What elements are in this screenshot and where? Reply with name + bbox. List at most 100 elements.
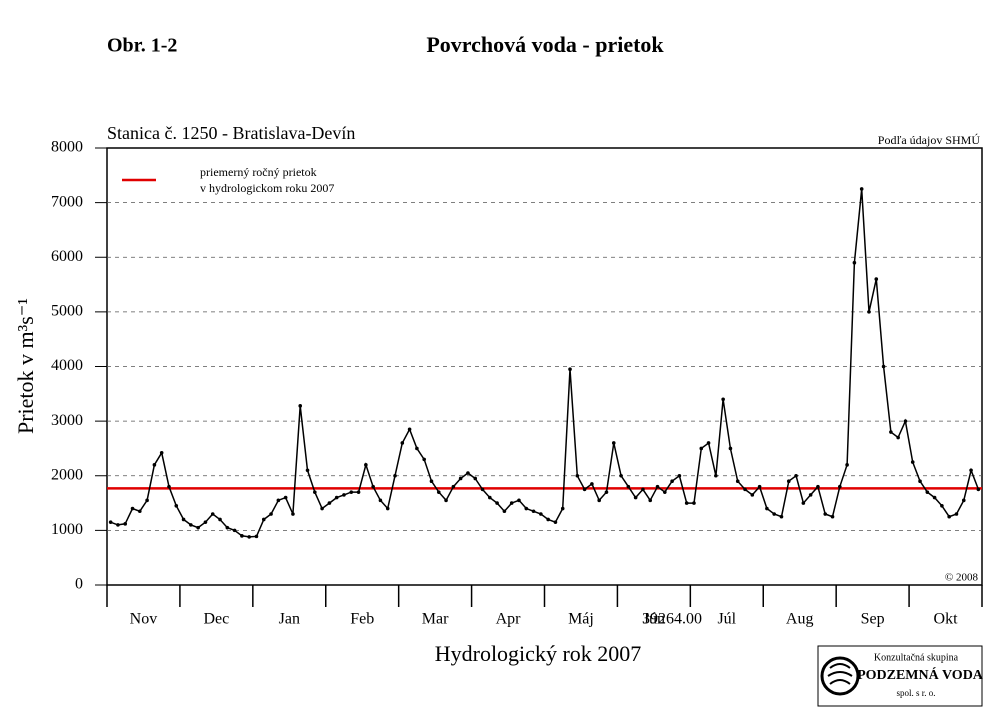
data-point: [910, 460, 915, 464]
data-point: [954, 512, 959, 516]
data-point: [342, 493, 346, 497]
data-point: [400, 441, 405, 445]
data-point: [364, 463, 368, 467]
data-point: [517, 498, 521, 503]
data-point: [743, 487, 747, 492]
data-point: [276, 498, 281, 503]
data-point: [261, 517, 266, 522]
y-tick-label: 3000: [51, 412, 83, 429]
data-point: [590, 482, 594, 486]
data-point: [699, 446, 704, 451]
data-point: [808, 493, 813, 497]
y-tick-label: 8000: [51, 139, 83, 156]
logo-text: spol. s r. o.: [896, 688, 935, 698]
data-point: [203, 520, 208, 524]
data-point: [633, 495, 638, 500]
chart-title: Povrchová voda - prietok: [426, 32, 664, 57]
annotation: 39264.00: [642, 611, 702, 628]
data-point: [320, 506, 324, 511]
logo-text: Konzultačná skupina: [874, 652, 959, 663]
x-axis-label: Hydrologický rok 2007: [435, 641, 642, 666]
data-point: [896, 435, 900, 440]
data-point: [735, 479, 740, 484]
data-point: [692, 501, 696, 505]
data-point: [932, 495, 937, 500]
data-point: [867, 310, 871, 314]
data-point: [254, 534, 259, 539]
data-point: [874, 277, 879, 281]
data-point: [167, 484, 171, 489]
data-point: [816, 484, 820, 489]
copyright: © 2008: [945, 572, 979, 584]
data-point: [305, 468, 310, 473]
data-point: [371, 484, 375, 489]
data-point: [283, 495, 288, 500]
data-point: [845, 463, 849, 467]
data-point: [349, 490, 354, 494]
x-tick-label: Jún: [643, 611, 665, 628]
figure-label: Obr. 1-2: [107, 35, 177, 57]
y-tick-label: 1000: [51, 521, 83, 538]
data-point: [903, 419, 908, 423]
data-point: [940, 503, 944, 508]
data-point: [772, 512, 776, 516]
data-point: [181, 517, 186, 522]
data-point: [663, 490, 667, 494]
data-point: [152, 463, 157, 467]
y-tick-label: 7000: [51, 193, 83, 210]
data-point: [779, 514, 784, 519]
data-point: [502, 509, 507, 514]
data-point: [247, 535, 251, 539]
y-tick-label: 6000: [51, 248, 83, 265]
data-point: [560, 506, 565, 511]
data-point: [473, 476, 478, 481]
data-point: [189, 523, 193, 527]
data-point: [422, 457, 426, 462]
data-point: [291, 512, 295, 516]
data-point: [568, 367, 572, 372]
data-point: [269, 512, 273, 516]
data-point: [889, 430, 893, 434]
legend-label: v hydrologickom roku 2007: [200, 181, 334, 195]
logo-text: PODZEMNÁ VODA: [857, 666, 984, 683]
x-tick-label: Júl: [717, 611, 736, 628]
data-point: [327, 501, 332, 505]
x-tick-label: Nov: [130, 611, 158, 628]
source: Podľa údajov SHMÚ: [878, 133, 981, 147]
data-point: [947, 514, 951, 519]
data-point: [575, 473, 580, 478]
data-point: [670, 479, 674, 484]
x-tick-label: Mar: [422, 611, 449, 628]
data-point: [794, 473, 798, 478]
data-point: [801, 501, 806, 505]
x-tick-label: Apr: [496, 611, 522, 628]
data-point: [582, 487, 587, 492]
y-tick-label: 4000: [51, 357, 83, 374]
data-point: [830, 514, 835, 519]
data-point: [298, 404, 303, 408]
data-point: [130, 506, 135, 511]
data-point: [961, 498, 966, 503]
data-point: [531, 509, 536, 514]
data-point: [721, 397, 725, 402]
data-point: [626, 484, 631, 489]
data-point: [677, 473, 682, 478]
data-point: [495, 501, 499, 505]
data-point: [393, 473, 397, 478]
data-point: [786, 479, 791, 484]
data-point: [976, 487, 981, 492]
y-tick-label: 2000: [51, 466, 83, 483]
logo-icon-waves: [827, 663, 853, 685]
data-point: [225, 525, 230, 530]
x-tick-label: Sep: [861, 611, 885, 628]
x-tick-label: Jan: [279, 611, 300, 628]
data-point: [488, 495, 492, 500]
data-point: [313, 490, 317, 494]
data-point: [750, 493, 755, 497]
data-point: [706, 441, 711, 445]
x-tick-label: Máj: [568, 611, 594, 628]
data-point: [648, 498, 653, 503]
data-point: [356, 490, 361, 494]
data-point: [597, 498, 601, 503]
